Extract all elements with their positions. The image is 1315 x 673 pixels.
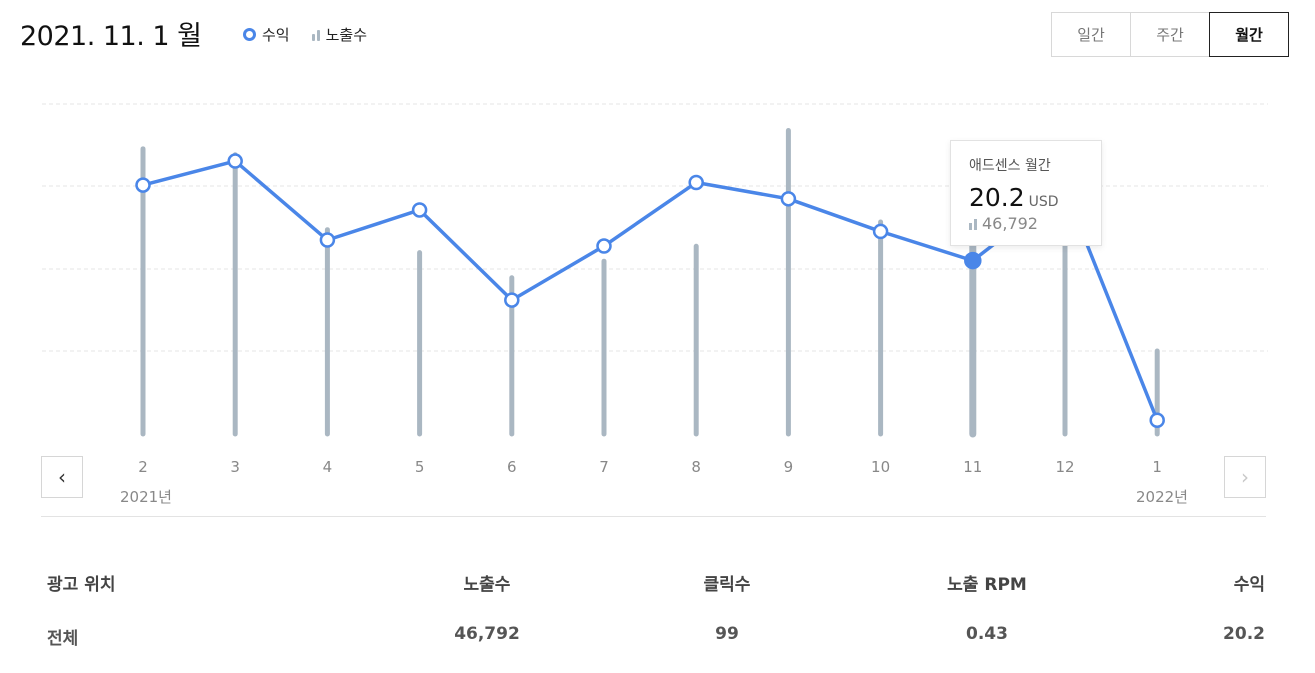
chevron-right-icon[interactable]: › <box>1224 456 1266 498</box>
revenue-point-9 <box>780 191 797 207</box>
header-revenue: 수익 <box>1233 575 1265 595</box>
chart-legend: 수익 노출수 <box>243 24 367 45</box>
start-year-label: 2021년 <box>120 488 172 506</box>
prev-glyph: ‹ <box>58 465 66 489</box>
revenue-point-8 <box>688 174 704 191</box>
bar-icon <box>311 29 320 41</box>
x-tick-label: 9 <box>783 458 794 476</box>
x-tick-label: 8 <box>691 458 701 476</box>
tooltip-title: 애드센스 월간 <box>969 158 1051 174</box>
revenue-point-5 <box>411 202 428 218</box>
legend-revenue-label: 수익 <box>262 26 290 44</box>
period-tabs: 일간 주간 월간 <box>1051 12 1289 57</box>
x-tick-label: 1 <box>1152 458 1162 476</box>
revenue-line <box>142 159 1159 421</box>
chevron-left-icon[interactable]: ‹ <box>41 456 83 498</box>
tooltip-value: 20.2 <box>969 183 1025 212</box>
tooltip-impressions: 46,792 <box>982 214 1038 233</box>
header-location: 광고 위치 <box>47 575 116 595</box>
tooltip-unit: USD <box>1028 194 1059 210</box>
legend-impressions: 노출수 <box>311 24 368 45</box>
x-tick-label: 4 <box>322 458 333 476</box>
tab-weekly[interactable]: 주간 <box>1130 12 1210 57</box>
x-tick-label: 11 <box>963 458 983 476</box>
header-rpm: 노출 RPM <box>947 575 1027 595</box>
next-glyph: › <box>1241 465 1249 489</box>
x-tick-label: 3 <box>230 458 240 476</box>
revenue-point-3 <box>227 153 243 169</box>
x-tick-label: 5 <box>414 458 425 476</box>
x-tick-label: 6 <box>507 458 517 476</box>
chart-tooltip: 애드센스 월간 20.2 USD 46,792 <box>950 140 1102 246</box>
x-tick-label: 12 <box>1055 458 1075 476</box>
cell-impressions: 46,792 <box>454 624 520 644</box>
x-tick-label: 10 <box>871 458 891 476</box>
table-row: 전체 46,792 99 0.43 20.2 <box>47 624 1265 673</box>
circle-icon <box>243 28 256 41</box>
revenue-point-4 <box>319 232 336 248</box>
bar-icon <box>969 218 977 230</box>
revenue-chart <box>42 103 1268 438</box>
page-title: 2021. 11. 1 월 <box>20 21 202 52</box>
x-axis: 2 3 4 5 6 7 8 9 10 11 12 1 2021년 2022년 <box>0 458 1315 508</box>
tab-monthly[interactable]: 월간 <box>1209 12 1289 57</box>
cell-clicks: 99 <box>715 624 739 644</box>
revenue-point-2 <box>135 177 151 193</box>
header-impressions: 노출수 <box>463 575 511 595</box>
x-tick-label: 7 <box>599 458 609 476</box>
legend-revenue: 수익 <box>243 24 290 45</box>
revenue-point-6 <box>504 292 520 308</box>
tab-daily[interactable]: 일간 <box>1051 12 1131 57</box>
revenue-point-1 <box>1149 412 1165 429</box>
legend-impressions-label: 노출수 <box>325 26 368 44</box>
cell-revenue: 20.2 <box>1223 624 1265 644</box>
revenue-point-11 <box>964 251 982 270</box>
divider <box>41 516 1266 517</box>
cell-rpm: 0.43 <box>966 624 1008 644</box>
table-header-row: 광고 위치 노출수 클릭수 노출 RPM 수익 <box>47 570 1265 624</box>
revenue-point-10 <box>872 223 889 240</box>
end-year-label: 2022년 <box>1136 488 1188 506</box>
x-tick-label: 2 <box>138 458 148 476</box>
ad-location-table: 광고 위치 노출수 클릭수 노출 RPM 수익 전체 46,792 99 0.4… <box>47 570 1265 673</box>
header-clicks: 클릭수 <box>703 575 751 595</box>
cell-location: 전체 <box>47 629 79 649</box>
revenue-point-7 <box>596 238 612 254</box>
